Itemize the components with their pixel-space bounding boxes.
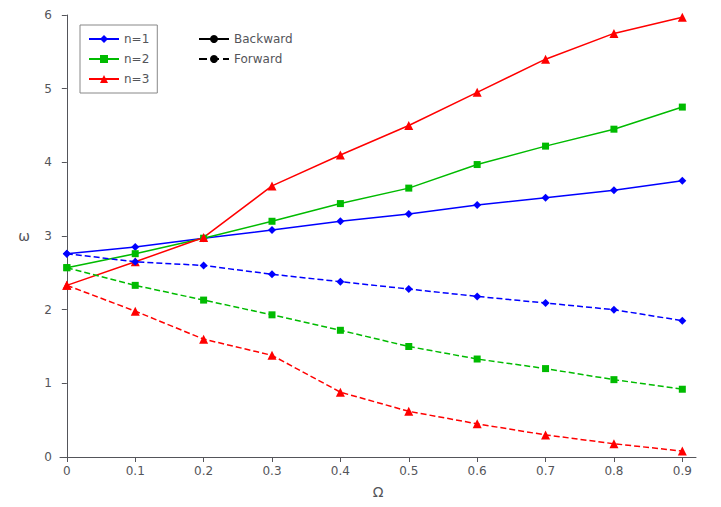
svg-text:Ω: Ω [373,484,384,500]
svg-text:5: 5 [44,82,52,96]
svg-text:0: 0 [63,464,71,478]
svg-text:0.2: 0.2 [194,464,213,478]
svg-text:0.3: 0.3 [262,464,281,478]
svg-text:n=3: n=3 [124,72,149,86]
svg-text:0.6: 0.6 [468,464,487,478]
svg-text:n=2: n=2 [124,52,149,66]
svg-text:0.1: 0.1 [126,464,145,478]
svg-text:0.4: 0.4 [331,464,350,478]
svg-text:ω: ω [18,228,30,244]
svg-text:2: 2 [44,303,52,317]
svg-text:0.5: 0.5 [399,464,418,478]
svg-text:0.8: 0.8 [604,464,623,478]
svg-text:3: 3 [44,229,52,243]
svg-text:4: 4 [44,155,52,169]
svg-text:n=1: n=1 [124,32,149,46]
svg-text:6: 6 [44,8,52,22]
svg-text:Backward: Backward [234,32,293,46]
svg-text:Forward: Forward [234,52,282,66]
svg-text:0: 0 [44,450,52,464]
svg-text:0.7: 0.7 [536,464,555,478]
svg-text:0.9: 0.9 [673,464,692,478]
svg-text:1: 1 [44,376,52,390]
